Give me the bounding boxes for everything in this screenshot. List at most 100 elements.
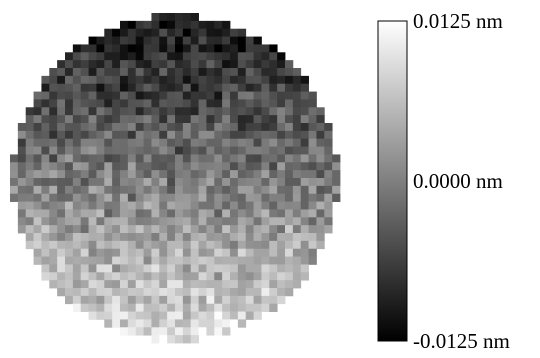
heatmap-cell (269, 256, 278, 265)
heatmap-cell (80, 44, 89, 53)
heatmap-cell (88, 209, 97, 218)
heatmap-cell (167, 201, 176, 210)
heatmap-cell (41, 201, 50, 210)
heatmap-cell (175, 280, 184, 289)
heatmap-cell (198, 130, 207, 140)
heatmap-cell (72, 154, 82, 163)
heatmap-cell (292, 193, 302, 202)
heatmap-cell (324, 225, 333, 234)
heatmap-cell (175, 170, 184, 179)
heatmap-cell (120, 36, 129, 45)
heatmap-cell (25, 130, 34, 140)
heatmap-cell (104, 240, 113, 250)
heatmap-cell (127, 240, 137, 250)
heatmap-cell (72, 303, 82, 312)
heatmap-cell (167, 295, 176, 305)
heatmap-cell (182, 303, 192, 312)
heatmap-cell (269, 130, 278, 140)
heatmap-cell (120, 75, 129, 85)
heatmap-cell (88, 193, 97, 202)
heatmap-cell (261, 303, 270, 312)
heatmap-cell (96, 280, 105, 289)
heatmap-cell (96, 201, 105, 210)
heatmap-cell (175, 138, 184, 147)
heatmap-cell (300, 123, 309, 132)
heatmap-cell (198, 319, 207, 328)
heatmap-cell (206, 83, 215, 92)
heatmap-cell (253, 303, 262, 312)
heatmap-cell (159, 99, 168, 108)
heatmap-cell (88, 52, 97, 61)
heatmap-cell (127, 99, 137, 108)
heatmap-cell (88, 68, 97, 77)
heatmap-cell (245, 162, 254, 171)
heatmap-cell (206, 193, 215, 202)
heatmap-cell (182, 295, 192, 305)
heatmap-cell (57, 193, 66, 202)
heatmap-cell (214, 154, 223, 163)
heatmap-cell (57, 185, 66, 195)
heatmap-cell (80, 288, 89, 297)
heatmap-cell (10, 170, 19, 179)
heatmap-cell (269, 233, 278, 242)
heatmap-cell (206, 303, 215, 312)
heatmap-cell (206, 288, 215, 297)
heatmap-cell (190, 193, 199, 202)
heatmap-cell (182, 91, 192, 100)
heatmap-cell (10, 162, 19, 171)
heatmap-cell (190, 115, 199, 124)
heatmap-cell (198, 209, 207, 218)
heatmap-cell (104, 185, 113, 195)
heatmap-cell (175, 240, 184, 250)
heatmap-cell (308, 91, 317, 100)
heatmap-cell (206, 327, 215, 336)
heatmap-cell (316, 178, 325, 187)
heatmap-cell (17, 201, 27, 210)
heatmap-cell (104, 201, 113, 210)
heatmap-cell (72, 209, 82, 218)
heatmap-cell (316, 225, 325, 234)
heatmap-cell (222, 272, 231, 281)
heatmap-cell (222, 327, 231, 336)
heatmap-cell (41, 240, 50, 250)
heatmap-cell (190, 154, 199, 163)
heatmap-cell (104, 217, 113, 226)
heatmap-cell (88, 256, 97, 265)
heatmap-cell (112, 240, 121, 250)
heatmap-cell (175, 115, 184, 124)
heatmap-cell (245, 201, 254, 210)
heatmap-cell (41, 75, 50, 85)
heatmap-cell (96, 225, 105, 234)
heatmap-cell (190, 248, 199, 257)
heatmap-cell (65, 295, 74, 305)
heatmap-cell (175, 303, 184, 312)
heatmap-cell (206, 233, 215, 242)
heatmap-cell (190, 185, 199, 195)
heatmap-cell (135, 68, 144, 77)
heatmap-cell (324, 185, 333, 195)
heatmap-cell (198, 115, 207, 124)
heatmap-cell (277, 162, 286, 171)
heatmap-cell (222, 52, 231, 61)
heatmap-cell (159, 303, 168, 312)
heatmap-cell (112, 170, 121, 179)
heatmap-cell (182, 311, 192, 320)
heatmap-cell (80, 115, 89, 124)
heatmap-cell (25, 201, 34, 210)
heatmap-cell (175, 44, 184, 53)
heatmap-cell (96, 68, 105, 77)
heatmap-cell (190, 233, 199, 242)
heatmap-cell (175, 256, 184, 265)
heatmap-cell (237, 138, 247, 147)
heatmap-cell (33, 123, 42, 132)
heatmap-cell (261, 170, 270, 179)
heatmap-cell (237, 233, 247, 242)
heatmap-cell (175, 99, 184, 108)
heatmap-cell (230, 115, 239, 124)
heatmap-cell (135, 123, 144, 132)
heatmap-cell (49, 225, 58, 234)
heatmap-cell (190, 28, 199, 37)
heatmap-cell (269, 288, 278, 297)
heatmap-cell (49, 248, 58, 257)
heatmap-cell (151, 178, 160, 187)
